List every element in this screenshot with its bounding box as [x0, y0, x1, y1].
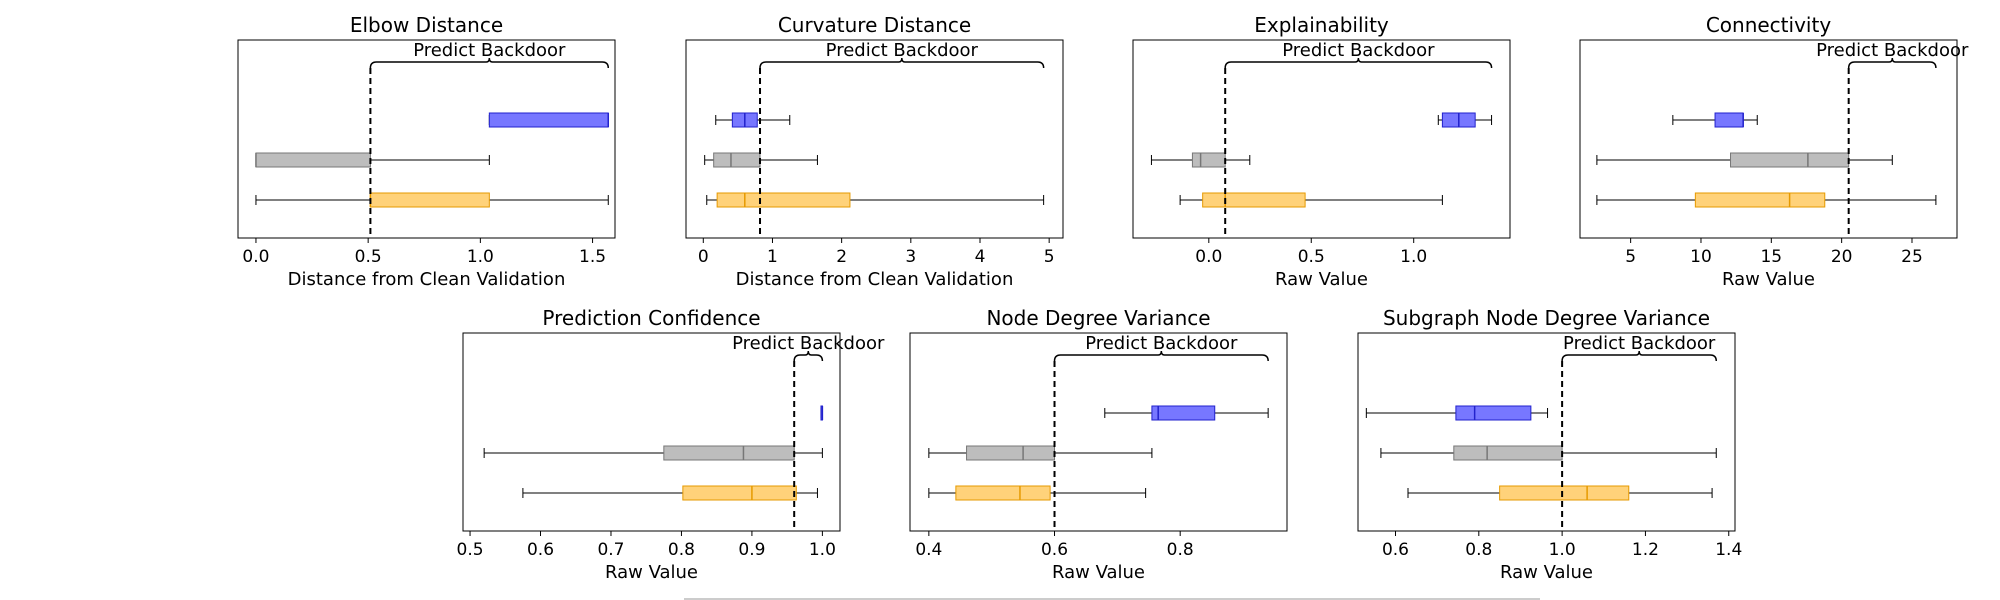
predict-backdoor-label: Predict Backdoor	[1563, 333, 1716, 354]
predict-backdoor-bracket	[1224, 57, 1493, 69]
chart-panel: Subgraph Node Degree Variance 0.6 0.8 1.0 1.…	[1357, 306, 1742, 583]
x-tick-label: 0.4	[915, 540, 942, 560]
x-axis-label: Distance from Clean Validation	[736, 269, 1014, 290]
plot-frame	[685, 39, 1064, 239]
x-tick-label: 1.0	[1400, 247, 1427, 267]
x-tick-label: 0.6	[527, 540, 554, 560]
box	[1191, 152, 1226, 168]
chart-title: Subgraph Node Degree Variance	[1383, 306, 1710, 330]
x-tick-label: 3	[905, 247, 916, 267]
box	[1202, 192, 1306, 208]
x-tick-label: 0.8	[1465, 540, 1492, 560]
x-tick-label: 1.0	[1549, 540, 1576, 560]
chart-title: Explainability	[1254, 13, 1389, 37]
x-tick-label: 1.0	[809, 540, 836, 560]
predict-backdoor-bracket	[1561, 350, 1717, 362]
x-axis-label: Distance from Clean Validation	[288, 269, 566, 290]
box	[1499, 485, 1630, 501]
predict-backdoor-label: Predict Backdoor	[1282, 40, 1435, 61]
x-axis-label: Raw Value	[1052, 562, 1145, 583]
x-tick-label: 0.5	[1298, 247, 1325, 267]
chart-panel: Prediction Confidence 0.5 0.6 0.7 0.8 0.9 1.0 R…	[457, 306, 885, 583]
x-tick-label: 20	[1831, 247, 1853, 267]
x-tick-label: 0.8	[668, 540, 695, 560]
box	[955, 485, 1051, 501]
x-axis-label: Raw Value	[1500, 562, 1593, 583]
x-tick-label: 0.5	[355, 247, 382, 267]
x-tick-label: 5	[1625, 247, 1636, 267]
x-tick-label: 15	[1760, 247, 1782, 267]
plot-frame	[909, 332, 1288, 532]
x-tick-label: 1.0	[467, 247, 494, 267]
predict-backdoor-bracket	[369, 57, 610, 69]
predict-backdoor-bracket	[1847, 57, 1937, 69]
x-tick-label: 0.5	[457, 540, 484, 560]
x-tick-label: 0.0	[1195, 247, 1222, 267]
predict-backdoor-label: Predict Backdoor	[413, 40, 566, 61]
x-tick-label: 1.4	[1715, 540, 1742, 560]
chart-title: Elbow Distance	[350, 13, 503, 37]
x-tick-label: 0.6	[1041, 540, 1068, 560]
plot-frame	[1579, 39, 1958, 239]
box	[966, 445, 1056, 461]
chart-title: Connectivity	[1706, 13, 1831, 37]
predict-backdoor-bracket	[793, 350, 824, 362]
x-tick-label: 2	[836, 247, 847, 267]
box	[713, 152, 761, 168]
chart-panel: Explainability 0.0 0.5 1.0 Raw Value Predict …	[1132, 13, 1511, 290]
x-axis-label: Raw Value	[1275, 269, 1368, 290]
x-tick-label: 0	[698, 247, 709, 267]
predict-backdoor-label: Predict Backdoor	[826, 40, 979, 61]
x-tick-label: 0.8	[1167, 540, 1194, 560]
x-tick-label: 1.2	[1632, 540, 1659, 560]
chart-title: Prediction Confidence	[542, 306, 760, 330]
predict-backdoor-label: Predict Backdoor	[1085, 333, 1238, 354]
chart-panel: Curvature Distance 0 1 2 3 4 5 Distance from Cl…	[685, 13, 1064, 290]
box	[716, 192, 851, 208]
box	[1714, 112, 1744, 128]
box	[1151, 405, 1216, 421]
x-axis-label: Raw Value	[605, 562, 698, 583]
plot-frame	[462, 332, 841, 532]
box	[1455, 405, 1532, 421]
box	[1453, 445, 1563, 461]
box	[682, 485, 797, 501]
predict-backdoor-label: Predict Backdoor	[732, 333, 885, 354]
x-tick-label: 0.7	[597, 540, 624, 560]
box	[1694, 192, 1826, 208]
plot-frame	[1357, 332, 1736, 532]
x-axis-label: Raw Value	[1722, 269, 1815, 290]
predict-backdoor-label: Predict Backdoor	[1816, 40, 1969, 61]
box	[1730, 152, 1850, 168]
box	[255, 152, 371, 168]
box	[369, 192, 490, 208]
x-tick-label: 1	[767, 247, 778, 267]
x-tick-label: 25	[1901, 247, 1923, 267]
x-tick-label: 10	[1690, 247, 1712, 267]
plot-frame	[1132, 39, 1511, 239]
x-tick-label: 1.5	[579, 247, 606, 267]
x-tick-label: 0.6	[1382, 540, 1409, 560]
chart-panel: Connectivity 5 10 15 20 25 Raw Value Predict Ba…	[1579, 13, 1969, 290]
x-tick-label: 5	[1044, 247, 1055, 267]
chart-title: Curvature Distance	[778, 13, 971, 37]
x-tick-label: 0.9	[738, 540, 765, 560]
x-tick-label: 4	[975, 247, 986, 267]
predict-backdoor-bracket	[1053, 350, 1269, 362]
plot-frame	[237, 39, 616, 239]
box	[488, 112, 609, 128]
chart-panel: Elbow Distance 0.0 0.5 1.0 1.5 Distance from …	[237, 13, 616, 290]
predict-backdoor-bracket	[759, 57, 1045, 69]
chart-title: Node Degree Variance	[986, 306, 1210, 330]
x-tick-label: 0.0	[242, 247, 269, 267]
chart-panel: Node Degree Variance 0.4 0.6 0.8 Raw Value Pr…	[909, 306, 1288, 583]
box	[663, 445, 795, 461]
